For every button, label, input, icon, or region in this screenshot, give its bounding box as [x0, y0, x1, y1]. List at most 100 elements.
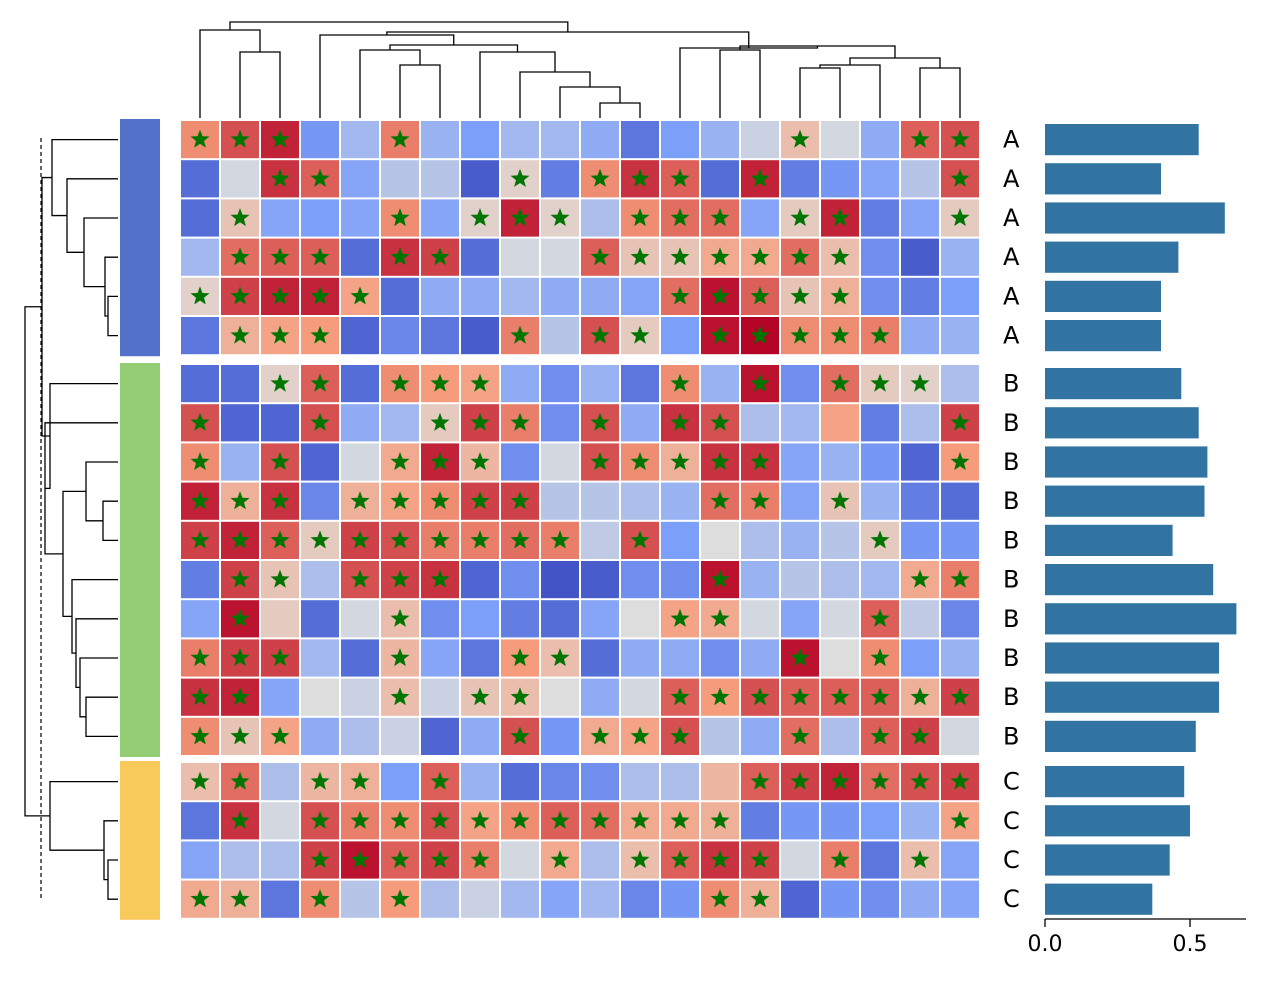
- star-marker: [190, 648, 210, 667]
- heatmap-cell: [941, 521, 979, 559]
- heatmap-cell: [261, 199, 299, 237]
- heatmap-cell: [341, 121, 379, 159]
- significance-markers: [190, 129, 970, 908]
- heatmap-cell: [261, 763, 299, 801]
- heatmap-cell: [581, 678, 619, 716]
- star-marker: [430, 412, 450, 431]
- heatmap-cell: [341, 404, 379, 442]
- bar-x-axis: 0.0 0.5: [1028, 918, 1246, 957]
- heatmap-cell: [341, 600, 379, 638]
- heatmap-cell: [901, 317, 939, 355]
- heatmap-cell: [501, 365, 539, 403]
- star-marker: [230, 491, 250, 510]
- heatmap-cell: [261, 802, 299, 840]
- star-marker: [230, 286, 250, 305]
- star-marker: [950, 129, 970, 148]
- star-marker: [790, 325, 810, 344]
- heatmap-cell: [821, 880, 859, 918]
- bar: [1045, 805, 1190, 837]
- heatmap-cell: [621, 482, 659, 520]
- star-marker: [670, 850, 690, 869]
- star-marker: [190, 687, 210, 706]
- star-marker: [310, 373, 330, 392]
- heatmap-cell: [501, 763, 539, 801]
- heatmap-cell: [861, 404, 899, 442]
- heatmap-cell: [341, 717, 379, 755]
- star-marker: [870, 648, 890, 667]
- row-label: B: [1003, 605, 1019, 633]
- star-marker: [310, 530, 330, 549]
- x-tick-label: 0.5: [1173, 932, 1208, 957]
- row-label: B: [1003, 487, 1019, 515]
- heatmap-cell: [781, 802, 819, 840]
- heatmap-cell: [781, 561, 819, 599]
- heatmap-cell: [541, 600, 579, 638]
- heatmap-cell: [581, 199, 619, 237]
- dendrogram-link: [83, 217, 118, 288]
- star-marker: [310, 247, 330, 266]
- dendrogram-link: [239, 51, 281, 118]
- heatmap-cell: [541, 443, 579, 481]
- heatmap-cell: [301, 199, 339, 237]
- group-color-A: [120, 119, 160, 357]
- star-marker: [310, 168, 330, 187]
- row-label: A: [1003, 282, 1020, 310]
- heatmap-cell: [781, 521, 819, 559]
- star-marker: [950, 810, 970, 829]
- heatmap-cell: [181, 561, 219, 599]
- heatmap-cell: [861, 802, 899, 840]
- heatmap-cell: [381, 763, 419, 801]
- row-label: C: [1003, 807, 1020, 835]
- heatmap-cell: [221, 160, 259, 198]
- dendrogram-link: [399, 64, 441, 118]
- heatmap-cell: [781, 482, 819, 520]
- star-marker: [550, 530, 570, 549]
- star-marker: [230, 810, 250, 829]
- star-marker: [790, 771, 810, 790]
- star-marker: [190, 491, 210, 510]
- row-label: C: [1003, 768, 1020, 796]
- row-label: B: [1003, 722, 1019, 750]
- heatmap-cell: [341, 317, 379, 355]
- heatmap-cell: [821, 521, 859, 559]
- star-marker: [310, 286, 330, 305]
- bar: [1045, 883, 1153, 915]
- dendrogram-link: [719, 49, 761, 118]
- group-color-B: [120, 363, 160, 757]
- heatmap-cell: [421, 880, 459, 918]
- star-marker: [230, 771, 250, 790]
- heatmap-cell: [621, 678, 659, 716]
- heatmap-cell: [381, 717, 419, 755]
- star-marker: [670, 687, 690, 706]
- star-marker: [430, 247, 450, 266]
- heatmap-cell: [501, 841, 539, 879]
- heatmap-cell: [341, 365, 379, 403]
- heatmap-cell: [381, 277, 419, 315]
- heatmap-cell: [461, 717, 499, 755]
- row-label: B: [1003, 448, 1019, 476]
- heatmap-cell: [461, 121, 499, 159]
- star-marker: [510, 687, 530, 706]
- heatmap-cell: [941, 880, 979, 918]
- dendrogram-link: [107, 295, 118, 337]
- star-marker: [790, 286, 810, 305]
- bar-panel: [1045, 124, 1237, 915]
- heatmap-cell: [501, 238, 539, 276]
- star-marker: [750, 286, 770, 305]
- star-marker: [830, 373, 850, 392]
- star-marker: [630, 325, 650, 344]
- star-marker: [390, 491, 410, 510]
- star-marker: [270, 129, 290, 148]
- star-marker: [670, 373, 690, 392]
- heatmap-cell: [781, 443, 819, 481]
- star-marker: [470, 491, 490, 510]
- star-marker: [870, 608, 890, 627]
- heatmap-cell: [541, 238, 579, 276]
- bar: [1045, 564, 1214, 596]
- star-marker: [630, 850, 650, 869]
- dendrogram-link: [199, 29, 261, 118]
- heatmap-cell: [461, 561, 499, 599]
- heatmap-cell: [941, 238, 979, 276]
- star-marker: [590, 168, 610, 187]
- star-marker: [190, 452, 210, 471]
